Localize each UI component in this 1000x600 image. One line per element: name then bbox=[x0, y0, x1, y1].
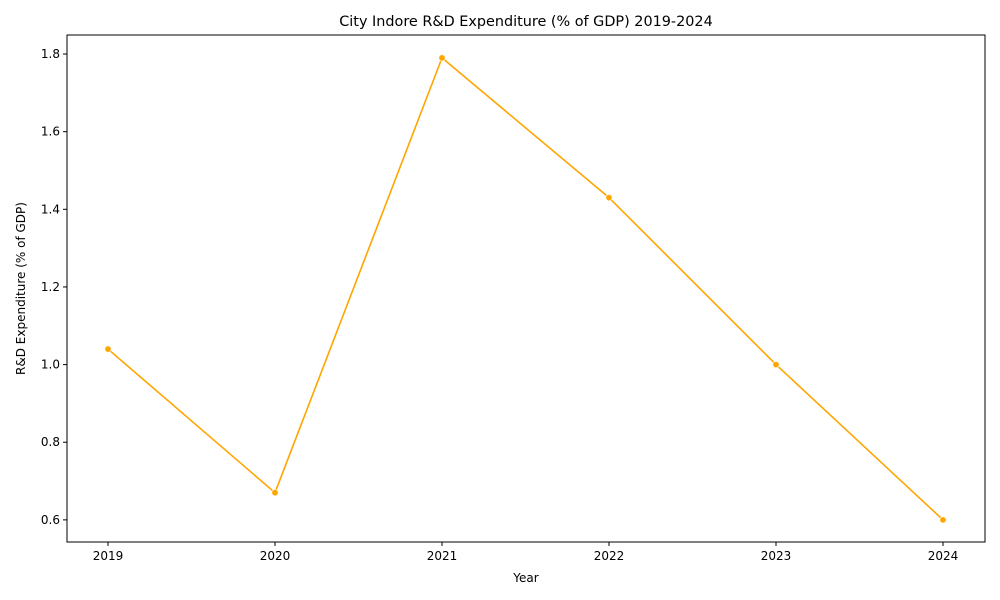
data-point bbox=[605, 194, 613, 202]
data-point bbox=[271, 489, 279, 497]
x-axis-ticks: 2019 2020 2021 2022 2023 2024 bbox=[93, 542, 959, 563]
x-tick-label: 2020 bbox=[260, 549, 291, 563]
data-point bbox=[939, 516, 947, 524]
series-line bbox=[107, 57, 944, 521]
y-tick-label: 1.8 bbox=[41, 47, 60, 61]
y-tick-label: 0.8 bbox=[41, 435, 60, 449]
x-tick-label: 2023 bbox=[761, 549, 792, 563]
x-tick-label: 2019 bbox=[93, 549, 124, 563]
x-tick-label: 2021 bbox=[427, 549, 458, 563]
data-point bbox=[772, 361, 780, 369]
x-tick-label: 2022 bbox=[594, 549, 625, 563]
y-tick-label: 1.0 bbox=[41, 358, 60, 372]
plot-area-frame bbox=[66, 34, 986, 543]
x-tick-label: 2024 bbox=[928, 549, 959, 563]
data-point bbox=[438, 54, 446, 62]
data-point bbox=[104, 345, 112, 353]
y-axis-ticks: 0.6 0.8 1.0 1.2 1.4 1.6 1.8 bbox=[41, 47, 67, 527]
y-tick-label: 1.6 bbox=[41, 125, 60, 139]
y-tick-label: 1.4 bbox=[41, 202, 60, 216]
series-layer bbox=[104, 54, 947, 524]
y-tick-label: 0.6 bbox=[41, 513, 60, 527]
y-axis-label: R&D Expenditure (% of GDP) bbox=[14, 202, 28, 375]
y-tick-label: 1.2 bbox=[41, 280, 60, 294]
chart-title: City Indore R&D Expenditure (% of GDP) 2… bbox=[339, 14, 712, 30]
x-axis-label: Year bbox=[512, 571, 538, 585]
